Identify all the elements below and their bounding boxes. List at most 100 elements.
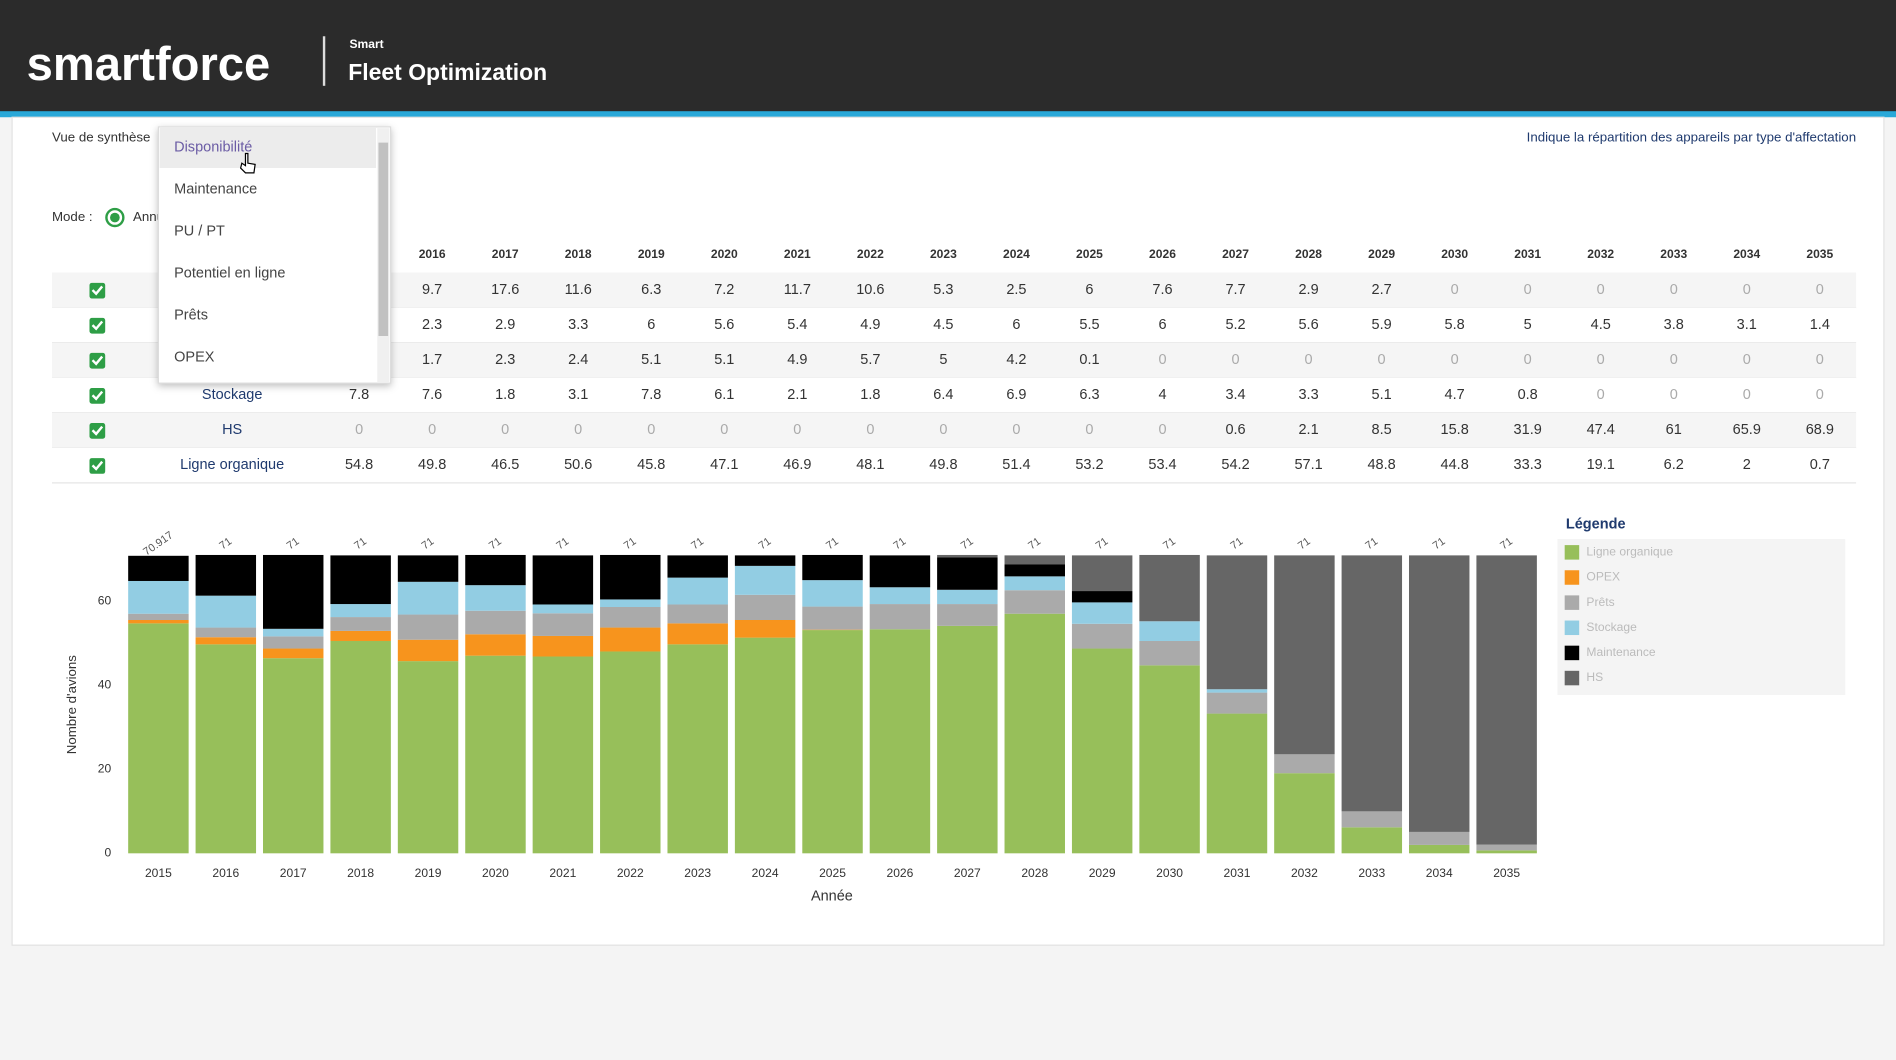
table-cell: 2.1	[787, 387, 807, 403]
bar-segment	[532, 604, 594, 614]
bar-segment	[128, 580, 189, 614]
bar-segment	[262, 628, 324, 637]
dropdown-option[interactable]: OPEX	[174, 350, 215, 366]
legend-label[interactable]: Prêts	[1586, 595, 1614, 609]
legend-swatch[interactable]	[1564, 620, 1580, 636]
table-cell: 31.9	[1514, 422, 1542, 438]
table-year: 2016	[419, 247, 446, 261]
table-cell: 2.9	[495, 317, 515, 333]
bar-segment	[667, 623, 728, 645]
bar-segment	[802, 630, 863, 854]
bar-segment	[734, 594, 796, 621]
check-mark	[91, 460, 104, 471]
scrollbar-thumb[interactable]	[378, 142, 389, 337]
table-cell: 5	[939, 352, 947, 368]
bar-segment	[1004, 590, 1065, 614]
table-cell: 15.8	[1441, 422, 1469, 438]
table-cell: 48.1	[856, 457, 884, 473]
table-cell: 10.6	[856, 282, 884, 298]
table-cell: 5.6	[714, 317, 734, 333]
bar-segment	[1004, 613, 1065, 854]
bar-segment	[465, 554, 526, 586]
table-cell: 5.4	[787, 317, 807, 333]
table-cell: 0.8	[1518, 387, 1538, 403]
table-cell: 17.6	[491, 282, 519, 298]
table-cell: 5.7	[860, 352, 880, 368]
legend-label[interactable]: OPEX	[1586, 570, 1620, 584]
bar-segment	[128, 620, 189, 624]
table-cell: 3.1	[568, 387, 588, 403]
legend-swatch[interactable]	[1564, 570, 1580, 585]
bar-segment	[734, 620, 796, 638]
table-cell: 0	[1378, 352, 1386, 368]
y-tick-label: 0	[105, 846, 112, 860]
bar-segment	[937, 625, 998, 854]
table-cell: 6	[1012, 317, 1020, 333]
table-cell: 7.6	[1152, 282, 1172, 298]
mode-radio[interactable]	[105, 207, 125, 228]
total-label: 71	[689, 535, 706, 552]
table-cell: 44.8	[1441, 457, 1469, 473]
bar-segment	[1409, 555, 1470, 832]
table-cell: 0	[1158, 422, 1166, 438]
bar-segment	[869, 555, 931, 588]
table-cell: 0.7	[1810, 457, 1830, 473]
cursor	[239, 152, 256, 174]
table-cell: 6	[1085, 282, 1093, 298]
bar-segment	[195, 595, 257, 628]
table-cell: 7.6	[422, 387, 442, 403]
bar-segment	[397, 614, 459, 640]
total-label: 71	[1296, 535, 1313, 552]
table-cell: 4.7	[1445, 387, 1465, 403]
legend-swatch[interactable]	[1564, 670, 1580, 686]
view-label: Vue de synthèse	[52, 129, 150, 144]
table-cell: 0	[1451, 352, 1459, 368]
bar-segment	[1476, 555, 1537, 845]
dropdown-option[interactable]: Potentiel en ligne	[174, 265, 285, 281]
legend-label[interactable]: Stockage	[1586, 620, 1637, 634]
table-cell: 0	[1451, 282, 1459, 298]
table-cell: 0	[1670, 352, 1678, 368]
dropdown-option[interactable]: Maintenance	[174, 181, 257, 197]
table-cell: 5.1	[641, 352, 661, 368]
legend-label[interactable]: HS	[1586, 670, 1603, 684]
table-cell: 6.3	[641, 282, 661, 298]
bar-segment	[1139, 621, 1200, 641]
option-highlight	[159, 126, 377, 169]
table-row	[51, 412, 1857, 448]
table-cell: 3.3	[1298, 387, 1318, 403]
total-label: 71	[487, 535, 504, 552]
table-cell: 2.3	[422, 317, 442, 333]
table-cell: 51.4	[1002, 457, 1030, 473]
bar-segment	[802, 606, 863, 630]
dropdown-option[interactable]: Disponibilité	[174, 139, 252, 155]
bar-segment	[532, 555, 594, 605]
bar-segment	[937, 554, 998, 558]
table-year: 2032	[1587, 247, 1614, 261]
total-label: 71	[757, 535, 774, 552]
table-cell: 1.4	[1810, 317, 1830, 333]
bar-segment	[262, 636, 324, 649]
legend-label[interactable]: Ligne organique	[1586, 545, 1673, 559]
dropdown-option[interactable]: PU / PT	[174, 223, 225, 239]
legend-label[interactable]: Maintenance	[1586, 645, 1655, 659]
bar-segment	[465, 634, 526, 656]
table-cell: 4.2	[1006, 352, 1026, 368]
bar-segment	[532, 656, 594, 854]
bar-segment	[1071, 623, 1133, 649]
bar-segment	[667, 644, 728, 854]
legend-swatch[interactable]	[1564, 645, 1580, 661]
table-cell: 5.9	[1372, 317, 1392, 333]
table-cell: 53.2	[1075, 457, 1103, 473]
dropdown-option[interactable]: Prêts	[174, 308, 208, 324]
bar-segment	[128, 555, 189, 581]
legend-swatch[interactable]	[1564, 545, 1580, 560]
bar-segment	[869, 587, 931, 605]
table-cell: 47.4	[1587, 422, 1615, 438]
legend-swatch[interactable]	[1564, 595, 1580, 610]
table-cell: 0.1	[1079, 352, 1099, 368]
table-year: 2033	[1660, 247, 1687, 261]
table-cell: 0	[793, 422, 801, 438]
table-cell: 0	[1670, 282, 1678, 298]
